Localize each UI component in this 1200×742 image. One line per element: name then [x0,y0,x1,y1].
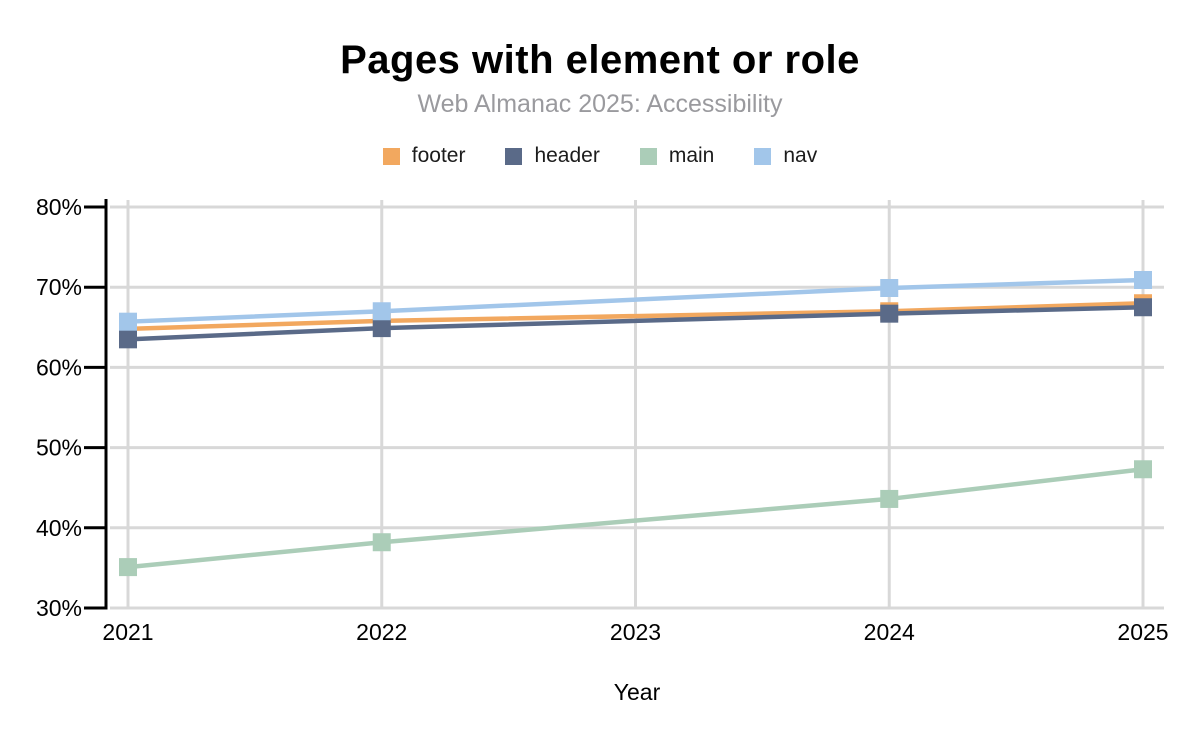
legend-swatch-main [639,147,657,165]
line-header [127,305,1144,342]
legend-item-main: main [639,144,715,168]
legend-label-footer: footer [411,144,466,167]
chart-subtitle: Web Almanac 2025: Accessibility [417,90,783,118]
legend-item-header: header [505,144,600,168]
x-tick-label-2024: 2024 [864,619,915,645]
point-main-2024 [880,489,899,508]
legend-label-nav: nav [783,144,818,167]
point-nav-2021 [119,312,137,331]
chart-legend: footer header main nav [0,144,1200,168]
y-tick-label-30: 30% [36,595,82,621]
x-axis-title: Year [614,679,661,705]
line-main [127,467,1144,570]
x-tick-label-2025: 2025 [1117,619,1168,645]
point-header-2024 [880,304,899,323]
y-tick-label-40: 40% [36,515,82,541]
y-tick-label-60: 60% [36,354,82,380]
line-footer [127,300,1144,332]
point-main-2022 [372,533,391,552]
chart-title: Pages with element or role [340,38,860,82]
line-nav [127,277,1144,324]
point-main-2021 [119,558,137,577]
point-nav-2025 [1134,270,1152,289]
legend-swatch-footer [382,147,400,165]
point-nav-2024 [880,279,899,298]
x-tick-label-2022: 2022 [356,619,407,645]
point-header-2021 [119,330,137,349]
legend-item-footer: footer [382,144,466,168]
y-tick-label-70: 70% [36,274,82,300]
point-main-2025 [1134,460,1152,479]
y-tick-label-50: 50% [36,435,82,461]
x-tick-label-2023: 2023 [610,619,661,645]
legend-swatch-header [505,147,523,165]
point-header-2025 [1134,298,1152,317]
legend-swatch-nav [754,147,772,165]
legend-item-nav: nav [754,144,817,168]
y-tick-label-80: 80% [36,194,82,220]
legend-label-main: main [668,144,715,167]
point-header-2022 [372,319,391,338]
point-nav-2022 [372,302,391,321]
legend-label-header: header [534,144,600,167]
x-tick-label-2021: 2021 [102,619,153,645]
